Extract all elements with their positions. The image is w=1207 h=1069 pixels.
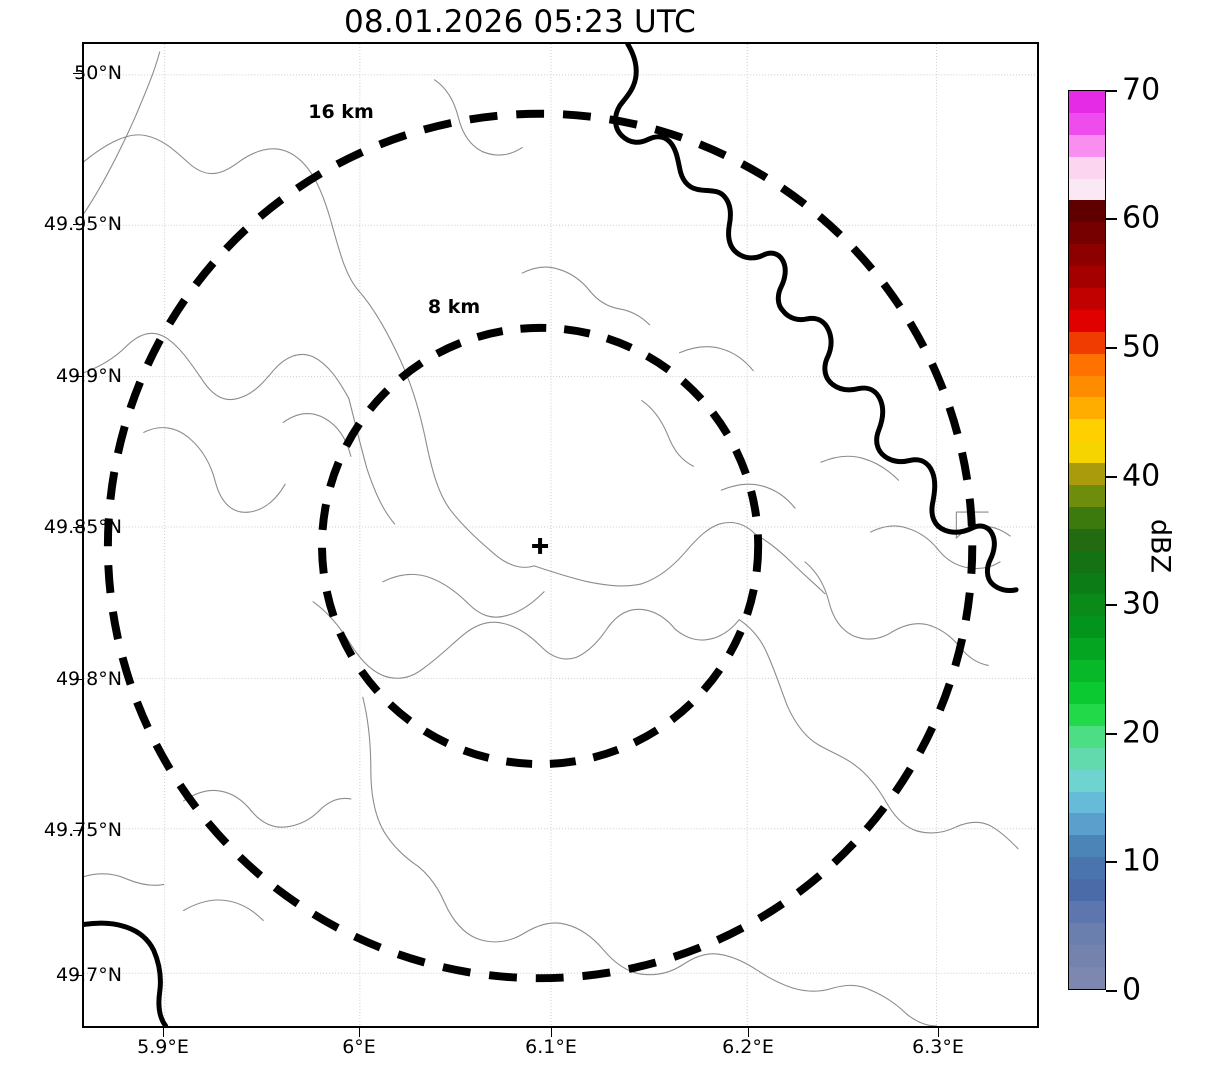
- y-tick-label-49-8N: 49.8°N: [55, 668, 122, 690]
- colorbar-band: [1069, 835, 1105, 858]
- colorbar-band: [1069, 266, 1105, 289]
- colorbar-tick-mark: [1106, 604, 1117, 606]
- colorbar-band: [1069, 703, 1105, 726]
- colorbar-band: [1069, 397, 1105, 420]
- x-tick-mark: [748, 1028, 749, 1037]
- colorbar-band: [1069, 638, 1105, 661]
- y-tick-mark: [73, 376, 82, 377]
- colorbar-tick-mark: [1106, 347, 1117, 349]
- colorbar-tick-mark: [1106, 90, 1117, 92]
- x-tick-label-6-2E: 6.2°E: [722, 1036, 774, 1058]
- colorbar-tick-mark: [1106, 861, 1117, 863]
- colorbar-band: [1069, 791, 1105, 814]
- radar-center-marker: [532, 537, 549, 554]
- colorbar-band: [1069, 572, 1105, 595]
- colorbar-label-10: 10: [1122, 843, 1161, 879]
- y-tick-label-49-7N: 49.7°N: [55, 964, 122, 986]
- y-tick-mark: [73, 830, 82, 831]
- colorbar-band: [1069, 375, 1105, 398]
- y-tick-label-49-9N: 49.9°N: [55, 365, 122, 387]
- colorbar-band: [1069, 747, 1105, 770]
- y-tick-label-49-85N: 49.85°N: [43, 516, 122, 538]
- colorbar-band: [1069, 769, 1105, 792]
- colorbar-band: [1069, 112, 1105, 135]
- y-tick-label-50N: 50°N: [74, 62, 122, 84]
- colorbar-tick-mark: [1106, 990, 1117, 992]
- y-tick-mark: [73, 224, 82, 225]
- colorbar-band: [1069, 506, 1105, 529]
- colorbar-band: [1069, 200, 1105, 223]
- colorbar-band: [1069, 463, 1105, 486]
- colorbar-band: [1069, 966, 1105, 989]
- colorbar-tick-mark: [1106, 733, 1117, 735]
- x-tick-label-5-9E: 5.9°E: [137, 1036, 189, 1058]
- colorbar-band: [1069, 441, 1105, 464]
- colorbar-axis-title: dBZ: [1144, 518, 1176, 574]
- y-tick-mark: [73, 975, 82, 976]
- x-tick-mark: [551, 1028, 552, 1037]
- x-tick-mark: [163, 1028, 164, 1037]
- colorbar-band: [1069, 222, 1105, 245]
- x-tick-label-6-3E: 6.3°E: [912, 1036, 964, 1058]
- colorbar-band: [1069, 879, 1105, 901]
- colorbar-band: [1069, 944, 1105, 967]
- colorbar-band: [1069, 725, 1105, 748]
- grid-lines: [84, 44, 1037, 1026]
- x-tick-mark: [359, 1028, 360, 1037]
- reflectivity-colorbar[interactable]: [1068, 90, 1106, 990]
- x-tick-mark: [938, 1028, 939, 1037]
- x-tick-label-6E: 6°E: [342, 1036, 376, 1058]
- colorbar-band: [1069, 178, 1105, 201]
- range-ring-16km: [103, 109, 977, 983]
- x-tick-label-6-1E: 6.1°E: [525, 1036, 577, 1058]
- country-border: [84, 44, 1019, 1026]
- colorbar-band: [1069, 485, 1105, 507]
- colorbar-label-50: 50: [1122, 329, 1161, 365]
- colorbar-band: [1069, 528, 1105, 551]
- range-ring-label-8km: 8 km: [427, 296, 481, 318]
- admin-boundaries: [84, 51, 1019, 1026]
- y-tick-label-49-75N: 49.75°N: [43, 819, 122, 841]
- colorbar-band: [1069, 660, 1105, 683]
- colorbar-band: [1069, 419, 1105, 442]
- colorbar-label-20: 20: [1122, 715, 1161, 751]
- colorbar-label-40: 40: [1122, 458, 1161, 494]
- radar-plot-area[interactable]: 16 km 8 km: [82, 42, 1039, 1028]
- colorbar-band: [1069, 922, 1105, 945]
- colorbar-band: [1069, 550, 1105, 573]
- colorbar-label-30: 30: [1122, 586, 1161, 622]
- y-tick-mark: [73, 679, 82, 680]
- y-tick-mark: [73, 527, 82, 528]
- colorbar-tick-mark: [1106, 218, 1117, 220]
- colorbar-band: [1069, 857, 1105, 880]
- colorbar-band: [1069, 91, 1105, 113]
- colorbar-band: [1069, 156, 1105, 179]
- colorbar-band: [1069, 134, 1105, 157]
- colorbar-band: [1069, 813, 1105, 836]
- range-ring-8km: [318, 323, 763, 769]
- colorbar-band: [1069, 331, 1105, 354]
- radar-map-svg: [84, 44, 1037, 1026]
- colorbar-band: [1069, 594, 1105, 617]
- page-title: 08.01.2026 05:23 UTC: [344, 4, 696, 40]
- colorbar-band: [1069, 353, 1105, 376]
- colorbar-band: [1069, 244, 1105, 267]
- colorbar-band: [1069, 309, 1105, 332]
- colorbar-tick-mark: [1106, 476, 1117, 478]
- colorbar-label-70: 70: [1122, 72, 1161, 108]
- colorbar-band: [1069, 288, 1105, 310]
- y-tick-label-49-95N: 49.95°N: [43, 213, 122, 235]
- colorbar-label-60: 60: [1122, 200, 1161, 236]
- colorbar-label-0: 0: [1122, 972, 1142, 1008]
- y-tick-mark: [73, 73, 82, 74]
- colorbar-band: [1069, 682, 1105, 704]
- range-ring-label-16km: 16 km: [308, 101, 374, 123]
- colorbar-band: [1069, 900, 1105, 923]
- colorbar-band: [1069, 616, 1105, 639]
